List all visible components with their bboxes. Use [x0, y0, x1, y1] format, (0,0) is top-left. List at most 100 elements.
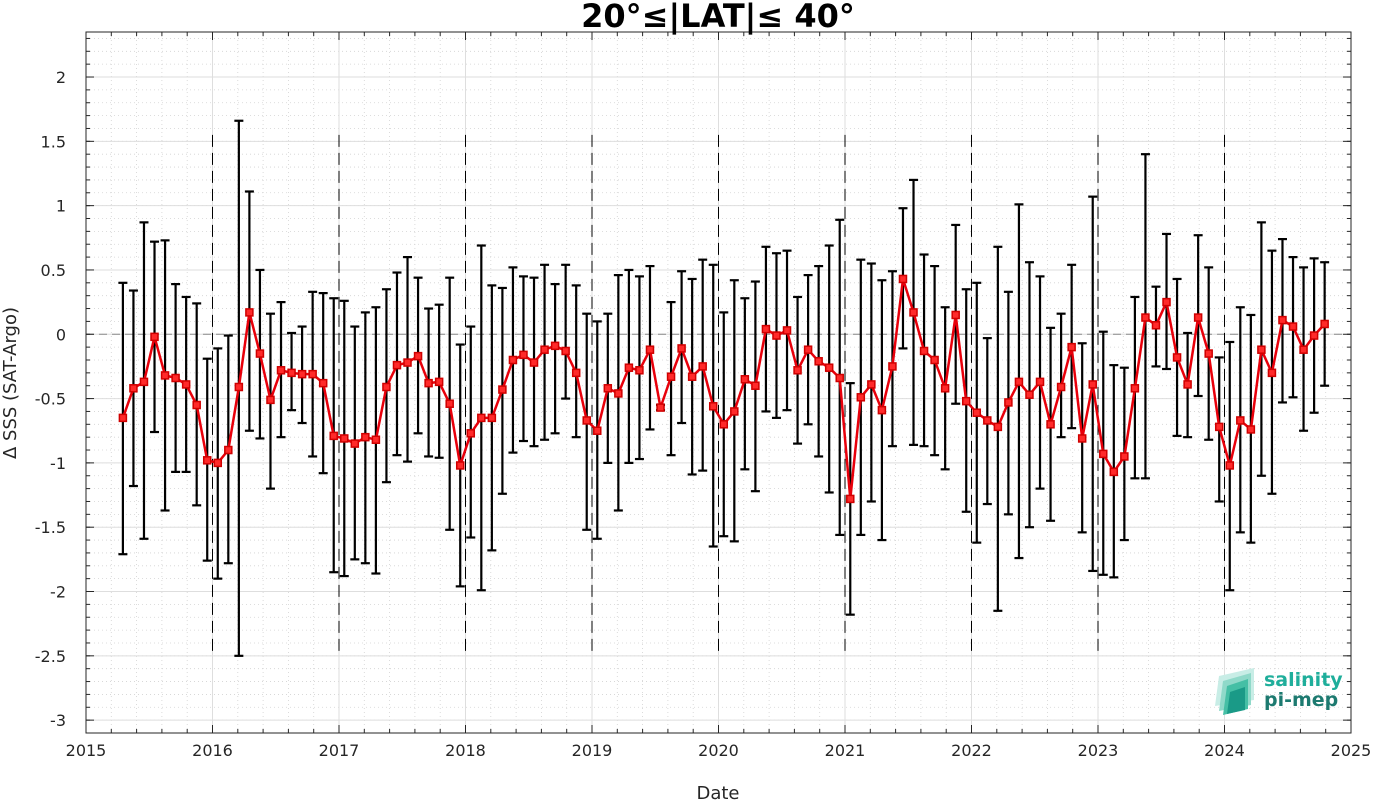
reference-lines: [86, 134, 1351, 656]
data-point: [972, 408, 982, 417]
data-point: [318, 378, 328, 388]
data-point: [487, 413, 497, 423]
logo-text-pi-mep: pi-mep: [1264, 689, 1338, 711]
series: [118, 274, 1329, 504]
y-tick-label: 0: [56, 325, 66, 344]
data-point: [898, 274, 908, 284]
data-point: [645, 345, 655, 354]
data-point: [867, 380, 876, 389]
data-point: [287, 368, 296, 378]
data-point: [814, 357, 823, 366]
data-point: [1214, 422, 1224, 432]
data-point: [824, 363, 834, 372]
data-point: [614, 389, 623, 398]
data-point: [1004, 398, 1013, 407]
x-tick-label: 2025: [1331, 741, 1372, 760]
x-tick-label: 2022: [951, 741, 992, 760]
x-tick-label: 2021: [825, 741, 866, 760]
x-tick-label: 2015: [66, 741, 107, 760]
data-point: [1056, 382, 1066, 392]
data-point: [308, 369, 317, 379]
data-point: [877, 405, 887, 415]
x-axis-label: Date: [696, 783, 739, 801]
data-point: [993, 422, 1003, 432]
data-point: [371, 435, 381, 444]
x-tick-label: 2019: [572, 741, 613, 760]
data-point: [1299, 345, 1308, 354]
data-point: [983, 416, 992, 425]
x-tick-label: 2017: [319, 741, 360, 760]
data-point: [635, 366, 644, 375]
data-point: [593, 426, 602, 435]
data-point: [529, 358, 539, 367]
logo-text-salinity: salinity: [1264, 669, 1343, 691]
y-tick-label: -3: [50, 711, 66, 730]
data-point: [666, 372, 676, 381]
data-point: [550, 341, 560, 351]
data-point: [961, 396, 971, 406]
data-point: [160, 371, 170, 380]
data-point: [909, 308, 918, 317]
data-point: [519, 350, 528, 360]
data-point: [1183, 380, 1192, 389]
data-point: [793, 366, 802, 375]
data-point: [940, 384, 950, 393]
data-point: [951, 310, 960, 320]
y-tick-label: -1: [50, 454, 66, 473]
data-point: [1067, 342, 1076, 352]
data-point: [1088, 380, 1097, 389]
data-point: [1025, 390, 1034, 399]
data-point: [888, 362, 897, 371]
data-point: [856, 393, 866, 402]
data-point: [455, 461, 465, 470]
data-point: [466, 429, 476, 438]
data-point: [1225, 461, 1235, 470]
y-tick-label: 0.5: [41, 261, 66, 280]
x-tick-label: 2018: [445, 741, 486, 760]
data-point: [340, 434, 349, 443]
data-point: [1109, 467, 1119, 477]
data-point: [234, 382, 244, 392]
data-point: [255, 349, 265, 358]
data-point: [392, 360, 402, 370]
data-point: [772, 331, 781, 340]
data-point: [919, 346, 929, 356]
data-point: [224, 445, 233, 455]
data-point: [930, 355, 939, 365]
x-tick-label: 2020: [698, 741, 739, 760]
data-point: [150, 332, 159, 342]
data-point: [751, 381, 760, 390]
x-tick-label: 2016: [192, 741, 233, 760]
data-point: [445, 399, 454, 408]
data-point: [730, 407, 739, 416]
data-point: [202, 456, 212, 465]
data-point: [424, 378, 433, 388]
y-tick-label: -2: [50, 583, 66, 602]
data-point: [139, 377, 149, 387]
data-point: [1099, 449, 1108, 459]
y-tick-label: 1: [56, 197, 66, 216]
data-point: [477, 413, 486, 423]
salinity-pi-mep-logo: salinity pi-mep: [1215, 668, 1343, 715]
y-tick-label: -1.5: [35, 518, 66, 537]
data-point: [1130, 384, 1140, 393]
data-point: [656, 403, 665, 412]
data-point: [1204, 349, 1213, 358]
data-point: [846, 494, 855, 504]
data-point: [561, 346, 570, 356]
data-point: [708, 402, 718, 411]
data-point: [434, 377, 444, 387]
data-point: [1309, 331, 1319, 340]
data-point: [761, 324, 771, 334]
data-point: [1141, 313, 1150, 322]
data-point: [740, 375, 750, 384]
y-tick-label: 1.5: [41, 132, 66, 151]
data-point: [1278, 315, 1287, 325]
data-point: [129, 384, 138, 393]
data-point: [171, 373, 180, 383]
data-point: [508, 355, 518, 365]
chart-title: 20°≤|LAT|≤ 40°: [581, 0, 855, 36]
data-point: [181, 380, 191, 389]
data-point: [603, 384, 613, 393]
